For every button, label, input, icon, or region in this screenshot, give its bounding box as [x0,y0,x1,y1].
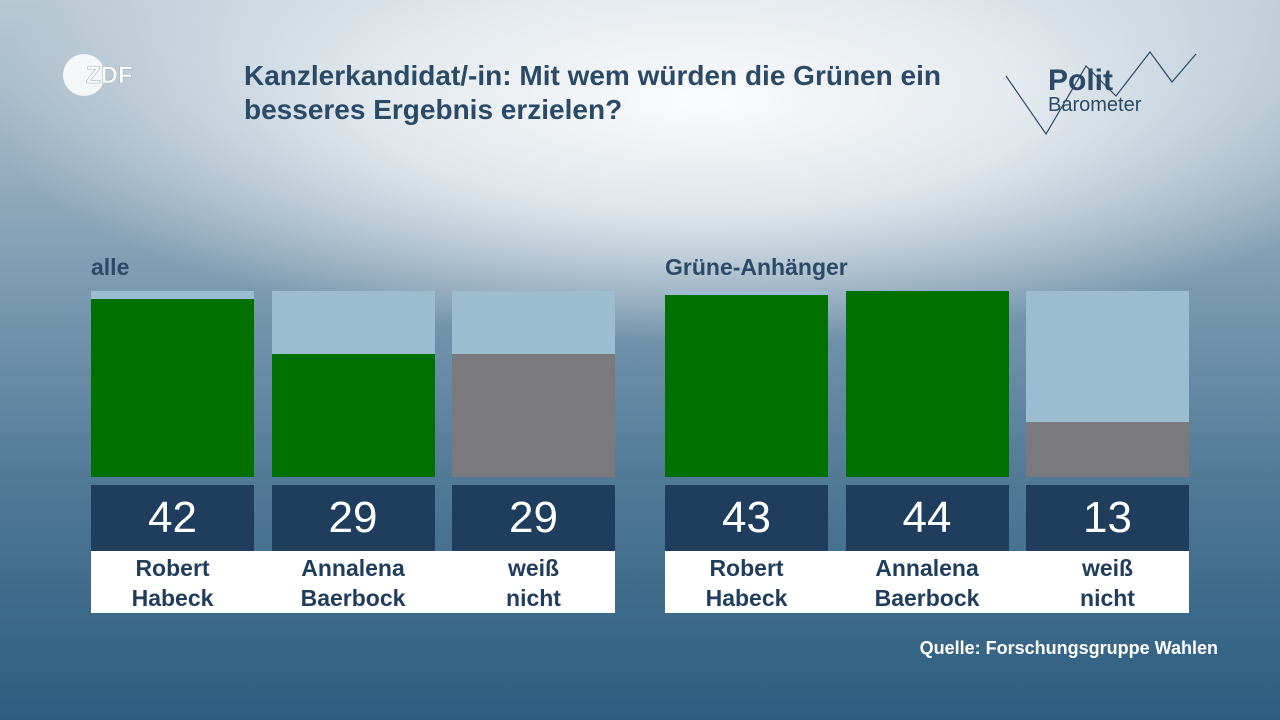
logo-line-icon [1005,51,1197,136]
category-label-line2: nicht [1080,585,1135,611]
category-label-line1: Annalena [301,555,405,581]
logo-barometer: Barometer [1048,94,1142,116]
panel-label-gruene-anhaenger: Grüne-Anhänger [665,254,848,280]
bar [1026,422,1189,477]
zdf-logo: ZDF [63,54,133,96]
category-label-line1: Annalena [875,555,979,581]
politbarometer-logo: Polit Barometer [1005,51,1197,136]
category-label: Robert Habeck [657,553,836,613]
zdf-logo-text: ZDF [86,62,133,89]
category-label-line2: Habeck [705,585,788,611]
data-label: 43 [665,485,828,551]
bar [665,295,828,477]
label-band-gruene [665,551,1189,613]
category-label: Annalena Baerbock [264,553,443,613]
page-title: Kanzlerkandidat/-in: Mit wem würden die … [244,60,941,125]
data-label: 13 [1026,485,1189,551]
category-label: Annalena Baerbock [838,553,1017,613]
label-band-alle [91,551,615,613]
category-label: weiß nicht [1018,553,1197,613]
category-label-line2: Baerbock [874,585,980,611]
logo-polit: Polit [1048,64,1113,97]
data-label: 29 [271,485,435,551]
category-label: weiß nicht [444,553,623,613]
bar [271,354,435,477]
category-label-line1: weiß [507,555,560,581]
bar [91,299,254,477]
category-label-line1: Robert [709,555,784,581]
data-label: 44 [845,485,1009,551]
data-label: 42 [91,485,254,551]
category-label-line1: Robert [135,555,210,581]
source-note: Quelle: Forschungsgruppe Wahlen [919,638,1218,658]
category-label: Robert Habeck [83,553,262,613]
data-label: 29 [452,485,615,551]
category-label-line1: weiß [1081,555,1134,581]
bar [452,354,615,477]
category-label-line2: Habeck [131,585,214,611]
bar [845,291,1009,477]
panel-label-alle: alle [91,254,130,280]
category-label-line2: nicht [506,585,561,611]
category-label-line2: Baerbock [300,585,406,611]
